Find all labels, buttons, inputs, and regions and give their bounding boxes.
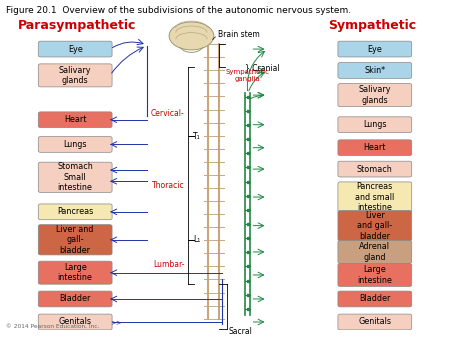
Ellipse shape	[169, 22, 214, 50]
Text: Skin*: Skin*	[364, 66, 385, 75]
Text: Sympathetic
ganglia: Sympathetic ganglia	[226, 69, 270, 82]
FancyBboxPatch shape	[338, 63, 412, 78]
Text: Heart: Heart	[64, 115, 86, 124]
Text: Adrenal
gland: Adrenal gland	[359, 242, 390, 262]
FancyBboxPatch shape	[338, 211, 412, 241]
FancyBboxPatch shape	[38, 291, 112, 307]
FancyBboxPatch shape	[38, 64, 112, 87]
Text: © 2014 Pearson Education, Inc.: © 2014 Pearson Education, Inc.	[6, 323, 99, 329]
FancyBboxPatch shape	[38, 137, 112, 152]
Text: Genitals: Genitals	[58, 317, 92, 327]
Text: Lungs: Lungs	[363, 120, 387, 129]
Text: Eye: Eye	[368, 45, 382, 53]
FancyBboxPatch shape	[338, 117, 412, 132]
Text: Figure 20.1  Overview of the subdivisions of the autonomic nervous system.: Figure 20.1 Overview of the subdivisions…	[6, 6, 351, 15]
FancyBboxPatch shape	[338, 291, 412, 307]
FancyBboxPatch shape	[338, 263, 412, 287]
Text: >>: >>	[110, 319, 122, 325]
FancyBboxPatch shape	[38, 204, 112, 220]
Text: Pancreas: Pancreas	[57, 207, 93, 216]
Text: Brain stem: Brain stem	[218, 30, 260, 39]
FancyBboxPatch shape	[338, 314, 412, 330]
Text: Thoracic: Thoracic	[152, 181, 185, 190]
FancyBboxPatch shape	[338, 161, 412, 177]
FancyBboxPatch shape	[338, 83, 412, 106]
Text: Pancreas
and small
intestine: Pancreas and small intestine	[355, 182, 395, 212]
Text: Stomach: Stomach	[357, 165, 393, 174]
Text: } Cranial: } Cranial	[245, 63, 280, 72]
FancyBboxPatch shape	[38, 112, 112, 128]
Text: Liver and
gall-
bladder: Liver and gall- bladder	[57, 225, 94, 255]
Text: Liver
and gall-
bladder: Liver and gall- bladder	[357, 211, 392, 241]
Text: Lumbar-: Lumbar-	[153, 260, 185, 269]
Text: Parasympathetic: Parasympathetic	[18, 20, 137, 32]
Text: Salivary
glands: Salivary glands	[59, 66, 91, 85]
Text: T₁: T₁	[193, 132, 200, 141]
Text: Sacral: Sacral	[229, 327, 252, 336]
FancyBboxPatch shape	[338, 41, 412, 57]
Text: Large
intestine: Large intestine	[58, 263, 93, 282]
Text: Heart: Heart	[364, 143, 386, 152]
Text: Sympathetic: Sympathetic	[328, 20, 417, 32]
FancyBboxPatch shape	[38, 162, 112, 192]
Text: Salivary
glands: Salivary glands	[359, 86, 391, 105]
FancyBboxPatch shape	[38, 225, 112, 255]
Text: Eye: Eye	[68, 45, 82, 53]
Text: Bladder: Bladder	[59, 294, 91, 304]
Text: Stomach
Small
intestine: Stomach Small intestine	[57, 163, 93, 192]
FancyBboxPatch shape	[38, 314, 112, 330]
FancyBboxPatch shape	[338, 140, 412, 155]
Text: Large
intestine: Large intestine	[357, 265, 392, 285]
Text: Lungs: Lungs	[63, 140, 87, 149]
Text: Cervical-: Cervical-	[151, 109, 185, 118]
FancyBboxPatch shape	[38, 41, 112, 57]
Text: Genitals: Genitals	[358, 317, 392, 327]
Text: L₁: L₁	[193, 235, 200, 244]
FancyBboxPatch shape	[338, 182, 412, 212]
FancyBboxPatch shape	[38, 261, 112, 284]
FancyBboxPatch shape	[338, 240, 412, 263]
Text: Bladder: Bladder	[359, 294, 391, 304]
